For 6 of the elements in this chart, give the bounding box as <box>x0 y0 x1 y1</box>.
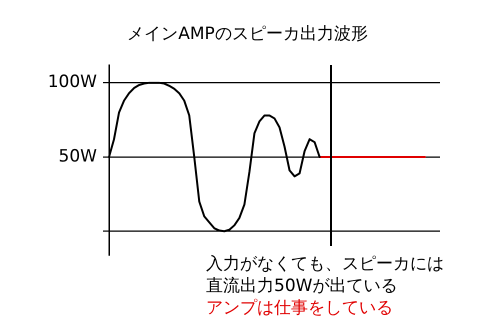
y-tick-label: 50W <box>58 146 98 166</box>
text: アンプは仕事をしている <box>206 297 394 319</box>
y-tick-label: 100W <box>48 72 98 92</box>
text: 直流出力50Wが出ている <box>206 275 398 297</box>
annotation: 入力がなくても、スピーカには <box>206 253 444 275</box>
chart-title: メインAMPのスピーカ出力波形 <box>126 23 369 45</box>
